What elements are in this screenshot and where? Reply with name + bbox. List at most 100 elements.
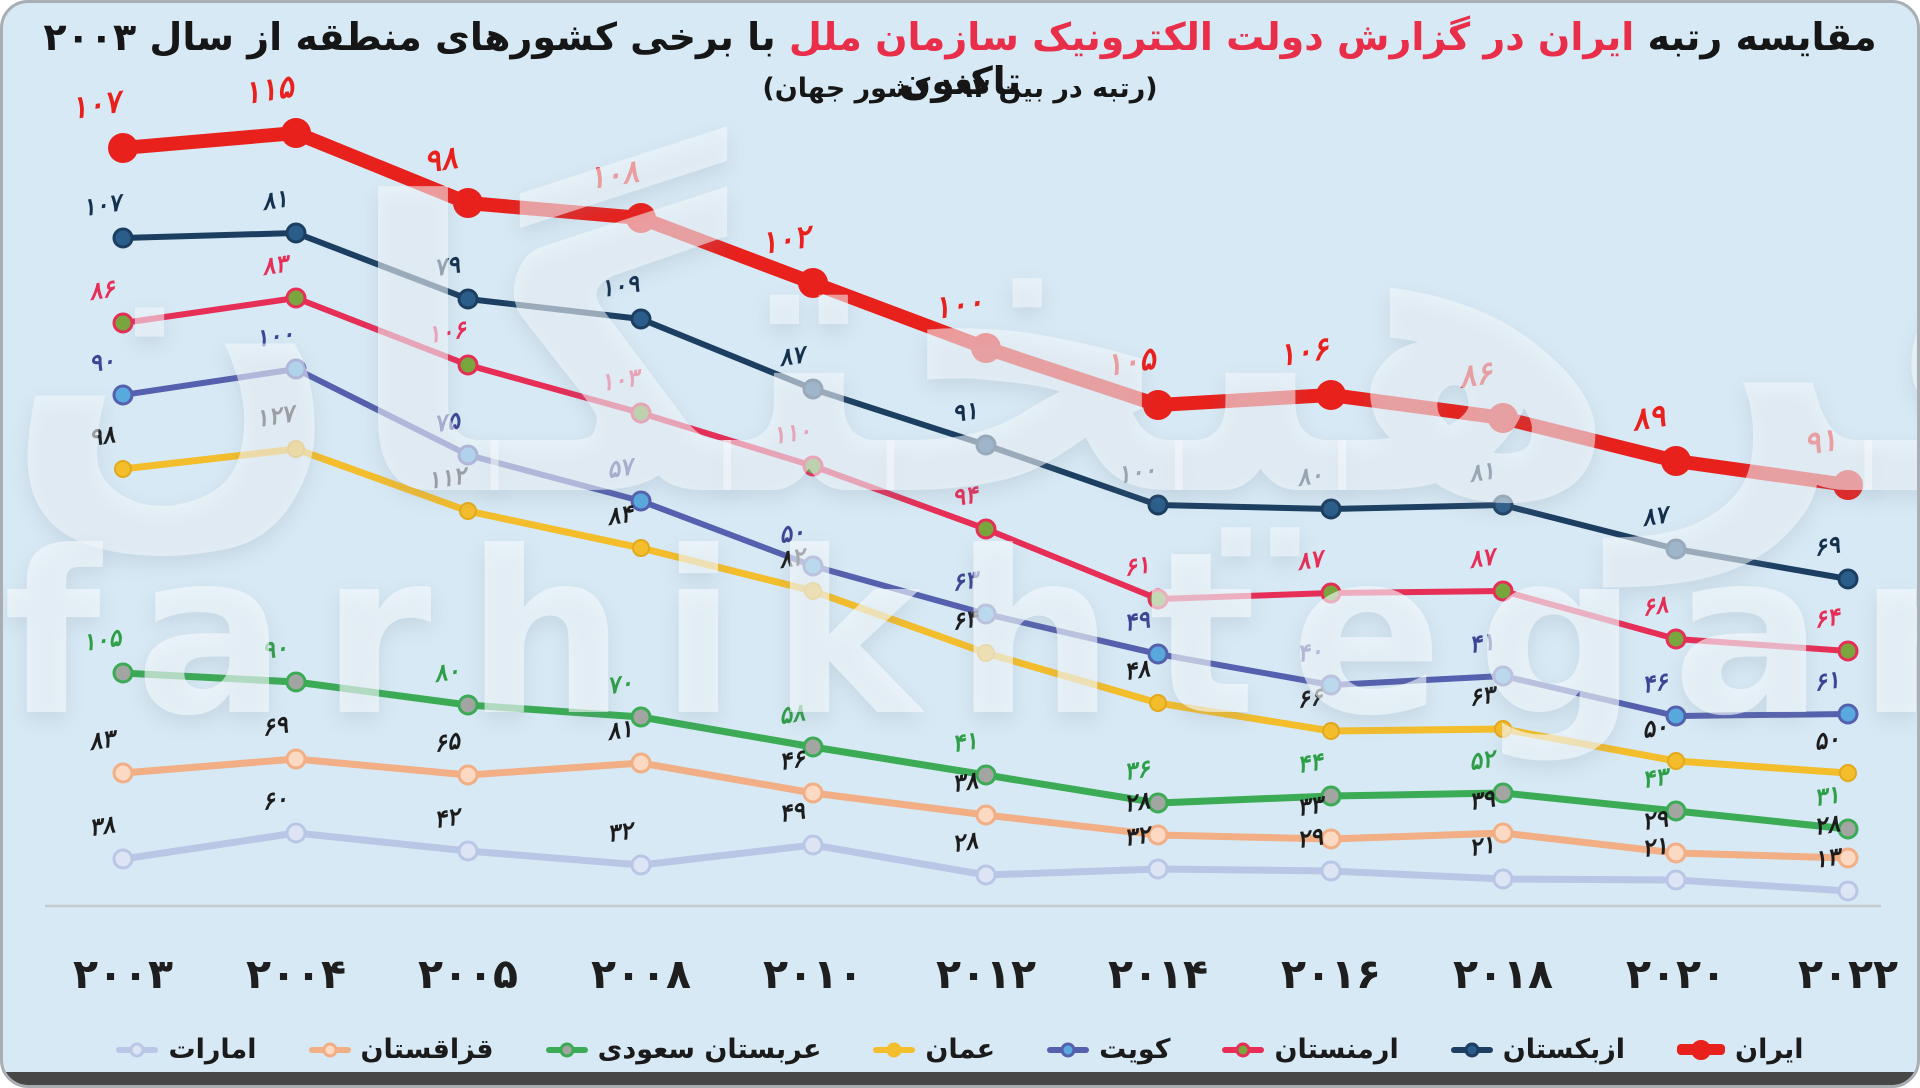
value-label-uzbekistan-2004: ۸۱ [259,184,290,216]
value-label-saudi-arabia-2012: ۴۱ [950,726,980,758]
value-label-uzbekistan-2005: ۷۹ [432,250,463,282]
value-label-kazakhstan-2012: ۳۸ [950,766,980,798]
point-saudi-arabia-2016 [1320,785,1342,807]
value-label-armenia-2005: ۱۰۶ [425,315,470,349]
value-label-iran-2005: ۹۸ [421,140,460,181]
value-label-oman-2014: ۴۸ [1122,654,1152,686]
value-label-uzbekistan-2018: ۸۱ [1466,456,1497,488]
point-iran-2010 [798,268,828,298]
point-kazakhstan-2022 [1837,847,1859,869]
value-label-iran-2022: ۹۱ [1801,422,1840,463]
bottom-edge-bar [3,1072,1917,1085]
point-saudi-arabia-2010 [802,736,824,758]
value-label-uae-2020: ۲۱ [1640,831,1670,863]
legend-line-swatch-oman [873,1042,916,1057]
value-label-kazakhstan-2022: ۲۸ [1812,809,1842,841]
value-label-uzbekistan-2022: ۶۹ [1812,530,1843,562]
value-label-kuwait-2012: ۶۳ [950,565,984,597]
value-label-kuwait-2018: ۴۱ [1467,627,1497,659]
point-iran-2022 [1833,470,1863,500]
value-label-armenia-2014: ۶۱ [1122,550,1152,582]
value-label-kuwait-2004: ۱۰۰ [253,319,296,353]
point-uzbekistan-2004 [285,222,307,244]
point-uae-2016 [1320,860,1342,882]
point-kazakhstan-2005 [457,764,479,786]
point-armenia-2022 [1837,640,1859,662]
point-saudi-arabia-2020 [1665,800,1687,822]
point-saudi-arabia-2003 [112,662,134,684]
value-label-kazakhstan-2003: ۸۳ [86,724,121,756]
point-kazakhstan-2014 [1147,824,1169,846]
legend-line-swatch-saudi-arabia [545,1042,588,1057]
legend-marker-dot-oman [886,1042,902,1057]
value-label-kuwait-2008: ۵۷ [605,452,639,484]
value-label-saudi-arabia-2004: ۹۰ [260,633,290,665]
value-label-kazakhstan-2018: ۳۹ [1467,784,1498,816]
value-label-oman-2018: ۶۳ [1467,680,1501,712]
value-label-kuwait-2014: ۴۹ [1122,605,1153,637]
point-armenia-2010 [802,455,824,477]
legend-label-kuwait: کویت [1099,1034,1171,1065]
value-label-saudi-arabia-2016: ۴۴ [1295,747,1327,779]
point-saudi-arabia-2005 [457,694,479,716]
value-label-iran-2014: ۱۰۵ [1103,340,1160,384]
point-saudi-arabia-2008 [630,706,652,728]
point-kazakhstan-2008 [630,752,652,774]
legend-item-oman: عمان [873,1034,995,1065]
year-tick-2010: ۲۰۱۰ [763,950,863,998]
point-iran-2018 [1488,403,1518,433]
point-uae-2003 [112,848,134,870]
value-label-uae-2004: ۶۰ [260,784,290,816]
legend-label-kazakhstan: قزاقستان [360,1034,494,1065]
point-uae-2014 [1147,858,1169,880]
series-line-iran [116,126,1855,492]
point-oman-2020 [1667,752,1685,770]
page-title: مقایسه رتبه ایران در گزارش دولت الکترونی… [3,15,1917,103]
point-armenia-2005 [457,354,479,376]
value-label-uzbekistan-2003: ۱۰۷ [80,188,127,222]
chart-canvas: ۲۰۰۳ ۲۰۰۴ ۲۰۰۵ ۲۰۰۸ ۲۰۱۰ ۲۰۱۲ ۲۰۱۴ ۲۰۱۶ ۲۰۱۸ ۲۰۲۰… [45,68,1898,998]
point-uzbekistan-2012 [975,434,997,456]
point-kuwait-2005 [457,444,479,466]
value-label-oman-2003: ۹۸ [87,420,117,452]
point-oman-2014 [1149,694,1167,712]
value-label-uzbekistan-2010: ۸۷ [776,340,811,372]
legend-marker-dot-iran [1691,1039,1712,1060]
value-label-uae-2003: ۳۸ [87,810,117,842]
value-label-kazakhstan-2004: ۶۹ [260,710,291,742]
value-label-armenia-2010: ۱۱۰ [770,416,813,450]
legend-line-swatch-uzbekistan [1450,1042,1493,1057]
point-oman-2008 [632,539,650,557]
value-label-armenia-2016: ۸۷ [1294,544,1329,576]
point-iran-2020 [1661,446,1691,476]
year-tick-2022: ۲۰۲۲ [1798,950,1898,998]
year-tick-2008: ۲۰۰۸ [591,950,691,998]
point-uae-2018 [1492,868,1514,890]
legend-label-oman: عمان [925,1034,996,1065]
value-label-armenia-2008: ۱۰۳ [598,363,645,397]
point-oman-2010 [804,582,822,600]
point-armenia-2020 [1665,628,1687,650]
value-label-uzbekistan-2014: ۱۰۰ [1115,455,1158,489]
value-label-uzbekistan-2008: ۱۰۹ [598,269,642,303]
value-label-iran-2008: ۱۰۸ [586,153,641,196]
value-label-iran-2004: ۱۱۵ [241,68,298,112]
legend-item-uzbekistan: ازبکستان [1450,1034,1626,1065]
value-label-saudi-arabia-2020: ۴۳ [1640,762,1674,794]
legend-item-saudi-arabia: عربستان سعودی [545,1034,822,1065]
year-tick-2005: ۲۰۰۵ [418,950,518,998]
value-label-uae-2008: ۳۲ [605,816,639,848]
point-uae-2022 [1837,880,1859,902]
point-kuwait-2016 [1320,674,1342,696]
legend-item-kazakhstan: قزاقستان [308,1034,494,1065]
point-oman-2012 [977,644,995,662]
point-kuwait-2018 [1492,665,1514,687]
point-uzbekistan-2003 [112,227,134,249]
title-part-highlight: ایران در گزارش دولت الکترونیک سازمان ملل [788,15,1635,59]
value-label-kazakhstan-2014: ۲۸ [1122,786,1152,818]
title-part-1: مقایسه رتبه [1647,15,1877,59]
point-iran-2003 [108,133,138,163]
legend-label-saudi-arabia: عربستان سعودی [597,1034,822,1065]
legend-label-uzbekistan: ازبکستان [1502,1034,1626,1065]
point-uzbekistan-2018 [1492,494,1514,516]
